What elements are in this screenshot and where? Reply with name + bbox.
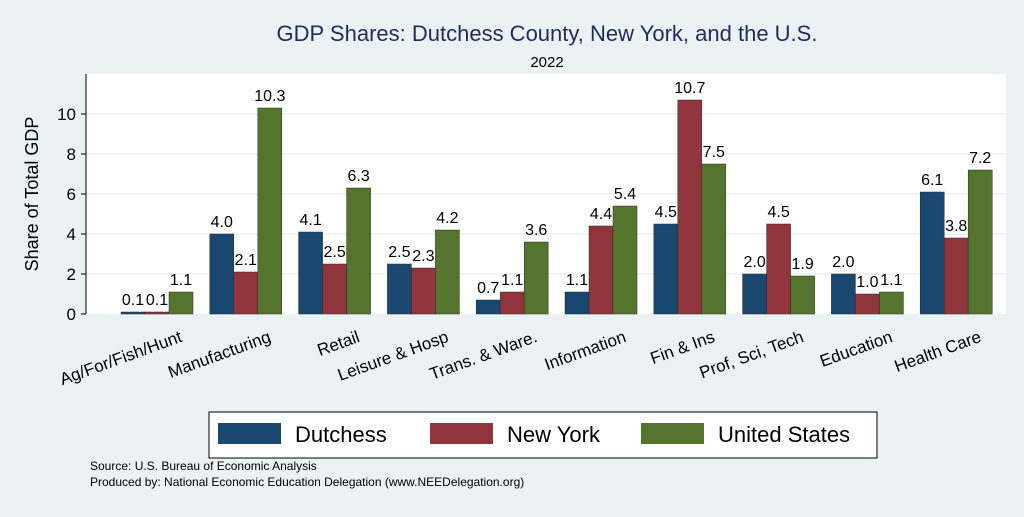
bar <box>209 233 235 315</box>
bar-value-label: 1.9 <box>791 256 813 273</box>
legend-swatch <box>641 423 704 444</box>
bar <box>967 169 993 315</box>
bar <box>742 273 767 315</box>
bar-value-label: 5.4 <box>614 186 636 203</box>
bar <box>855 293 880 315</box>
y-tick-label: 4 <box>67 225 76 244</box>
bar-value-label: 4.1 <box>299 212 321 229</box>
bar-value-label: 2.3 <box>412 248 434 265</box>
bar <box>475 299 501 315</box>
bar-value-label: 4.4 <box>590 206 612 223</box>
bar <box>879 291 904 315</box>
bar <box>257 107 283 315</box>
legend-label: New York <box>507 422 601 447</box>
chart-subtitle: 2022 <box>530 54 563 71</box>
legend-label: Dutchess <box>295 422 387 447</box>
bar <box>411 267 436 315</box>
bar-value-label: 2.0 <box>832 254 854 271</box>
y-tick-label: 0 <box>67 305 76 324</box>
produced-by-note: Produced by: National Economic Education… <box>90 475 524 489</box>
bar-value-label: 1.1 <box>880 272 902 289</box>
x-tick-label: Information <box>542 327 628 374</box>
bar <box>120 311 146 315</box>
bar <box>831 273 856 315</box>
x-tick-label: Education <box>817 327 895 371</box>
bar-value-label: 2.1 <box>235 252 257 269</box>
legend-box <box>208 411 878 459</box>
bar-value-label: 10.3 <box>254 88 285 105</box>
legend-label: United States <box>718 422 850 447</box>
x-tick-label: Health Care <box>892 327 984 376</box>
legend-swatch <box>430 423 493 444</box>
bar <box>677 99 703 315</box>
bar <box>612 205 638 315</box>
bar <box>653 223 679 315</box>
bar-value-label: 3.8 <box>945 218 967 235</box>
bar-value-label: 2.5 <box>388 244 410 261</box>
value-labels: 0.1 0.11.14.02.110.34.12.56.32.5 2.34.20.7… <box>122 80 992 309</box>
bar-value-label: 1.0 <box>856 274 878 291</box>
bar-value-label: 4.5 <box>655 204 677 221</box>
x-tick-label: Manufacturing <box>166 327 274 382</box>
x-tick-label: Ag/For/Fish/Hunt <box>57 327 184 389</box>
y-ticks: 0 2 4 6 8 10 <box>57 105 86 324</box>
bar <box>564 291 590 315</box>
bar <box>346 187 371 315</box>
bar-value-label: 4.0 <box>211 214 233 231</box>
bar <box>943 237 969 315</box>
bar <box>387 263 412 315</box>
bar <box>168 291 194 315</box>
bar-value-label: 0.7 <box>477 280 499 297</box>
bar-value-label: 1.1 <box>566 272 588 289</box>
bar-value-label: 3.6 <box>525 222 547 239</box>
y-tick-label: 8 <box>67 145 76 164</box>
bar-value-label: 7.2 <box>969 150 991 167</box>
bar-value-label: 1.1 <box>501 272 523 289</box>
bar <box>144 311 170 315</box>
bar-value-label: 0.1 <box>122 292 144 309</box>
bar-value-label: 10.7 <box>674 80 705 97</box>
bar-value-label: 6.1 <box>921 172 943 189</box>
bar-value-label: 2.0 <box>743 254 765 271</box>
y-tick-label: 6 <box>67 185 76 204</box>
y-axis-title: Share of Total GDP <box>22 117 42 272</box>
bar-value-label: 4.5 <box>767 204 789 221</box>
bar <box>298 231 323 315</box>
bar <box>701 163 727 315</box>
bar <box>919 191 945 315</box>
y-tick-label: 2 <box>67 265 76 284</box>
bar-value-label: 2.5 <box>323 244 345 261</box>
bar-value-label: 4.2 <box>436 210 458 227</box>
bar <box>435 229 460 315</box>
bar <box>499 291 525 315</box>
bars <box>120 99 993 315</box>
bar <box>588 225 614 315</box>
legend-swatch <box>218 423 281 444</box>
bar <box>233 271 259 315</box>
bar-value-label: 1.1 <box>170 272 192 289</box>
legend: Dutchess New York United States <box>218 422 850 447</box>
x-tick-label: Retail <box>315 327 362 360</box>
y-tick-label: 10 <box>57 105 76 124</box>
bar <box>322 263 347 315</box>
chart-title: GDP Shares: Dutchess County, New York, a… <box>277 21 818 46</box>
bar-value-label: 7.5 <box>703 144 725 161</box>
bar <box>523 241 549 315</box>
bar <box>766 223 791 315</box>
bar <box>790 275 815 315</box>
bar-value-label: 6.3 <box>347 168 369 185</box>
source-note: Source: U.S. Bureau of Economic Analysis <box>90 459 317 473</box>
bar-value-label: 0.1 <box>146 292 168 309</box>
